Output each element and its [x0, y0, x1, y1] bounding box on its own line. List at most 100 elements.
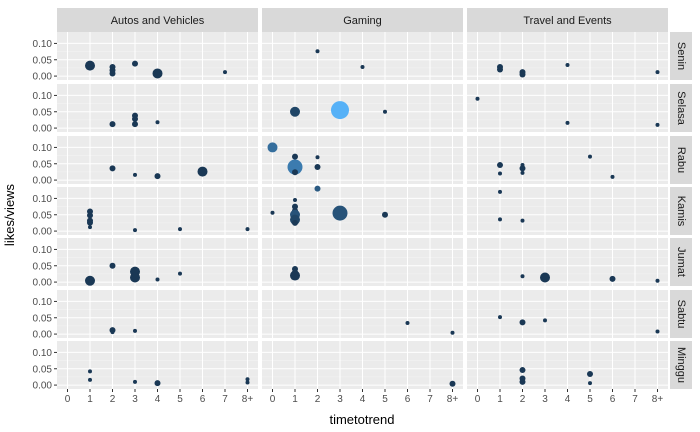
y-tick-label: 0.05 — [33, 55, 53, 66]
x-tick-label: 2 — [110, 394, 116, 405]
x-tick-label: 8+ — [652, 394, 664, 405]
row-strip-label: Rabu — [675, 147, 687, 173]
y-tick-label: 0.00 — [33, 72, 53, 83]
x-tick-label: 3 — [132, 394, 138, 405]
data-point — [655, 70, 660, 75]
y-tick-label: 0.10 — [33, 143, 53, 154]
data-point — [88, 377, 92, 382]
data-point — [133, 228, 137, 233]
data-point — [382, 211, 388, 218]
row-strip — [670, 238, 692, 286]
y-tick-label: 0.00 — [33, 381, 53, 392]
data-point — [587, 370, 593, 377]
x-tick-label: 7 — [632, 394, 638, 405]
data-point — [293, 198, 297, 203]
y-tick-label: 0.10 — [33, 91, 53, 102]
row-strip-label: Senin — [675, 42, 687, 70]
data-point — [610, 174, 615, 179]
data-point — [588, 154, 592, 159]
data-point — [292, 203, 298, 210]
data-point — [223, 70, 227, 75]
data-point — [315, 49, 320, 54]
data-point — [155, 277, 160, 282]
data-point — [655, 329, 660, 334]
data-point — [519, 165, 526, 172]
data-point — [520, 170, 525, 175]
data-point — [133, 379, 137, 384]
data-point — [292, 169, 298, 176]
row-strip — [670, 32, 692, 80]
x-tick-label: 6 — [610, 394, 616, 405]
data-point — [497, 162, 503, 169]
data-point — [383, 109, 387, 114]
x-tick-label: 4 — [565, 394, 571, 405]
data-point — [87, 219, 93, 226]
data-point — [314, 185, 321, 192]
x-tick-label: 0 — [475, 394, 481, 405]
data-point — [245, 227, 250, 232]
data-point — [290, 270, 300, 281]
data-point — [178, 227, 182, 232]
y-tick-label: 0.05 — [33, 107, 53, 118]
column-strip-label: Gaming — [343, 15, 382, 27]
data-point — [154, 71, 161, 78]
data-point — [519, 378, 526, 385]
data-point — [498, 217, 502, 222]
y-tick-label: 0.00 — [33, 124, 53, 135]
data-point — [109, 165, 116, 172]
data-point — [197, 166, 208, 177]
data-point — [85, 60, 95, 71]
data-point — [87, 212, 93, 219]
x-tick-label: 0 — [270, 394, 276, 405]
data-point — [498, 171, 502, 176]
x-tick-label: 6 — [405, 394, 411, 405]
data-point — [332, 205, 348, 221]
data-point — [498, 189, 502, 194]
data-point — [132, 115, 138, 122]
y-tick-label: 0.05 — [33, 210, 53, 221]
label-layer: Autos and Vehicles Gaming Travel and Event… — [33, 15, 688, 405]
data-point — [655, 278, 660, 283]
row-strip — [670, 136, 692, 184]
x-tick-label: 2 — [520, 394, 526, 405]
x-tick-label: 5 — [177, 394, 183, 405]
data-point — [520, 274, 525, 279]
column-strip — [467, 8, 668, 32]
x-tick-label: 1 — [497, 394, 503, 405]
x-tick-label: 8+ — [242, 394, 254, 405]
data-point — [154, 173, 161, 180]
data-point — [267, 142, 278, 153]
column-strip-label: Travel and Events — [523, 15, 612, 27]
data-point — [655, 122, 660, 127]
y-tick-label: 0.05 — [33, 159, 53, 170]
data-point — [109, 121, 116, 128]
data-point — [450, 330, 455, 335]
x-tick-label: 3 — [337, 394, 343, 405]
data-point — [405, 320, 410, 325]
data-point — [155, 120, 160, 125]
data-point — [292, 219, 298, 226]
data-point — [519, 319, 526, 326]
y-tick-label: 0.10 — [33, 245, 53, 256]
y-tick-label: 0.05 — [33, 261, 53, 272]
x-tick-label: 3 — [542, 394, 548, 405]
row-strip-label: Minggu — [675, 347, 687, 383]
data-point — [331, 101, 349, 120]
y-tick-label: 0.05 — [33, 364, 53, 375]
x-tick-label: 4 — [155, 394, 161, 405]
data-point — [314, 164, 321, 171]
data-point — [287, 159, 303, 175]
y-tick-label: 0.00 — [33, 278, 53, 289]
data-point — [498, 315, 502, 320]
points-layer — [85, 49, 660, 387]
panel-layer — [57, 8, 692, 389]
data-point — [132, 60, 138, 67]
x-tick-label: 7 — [222, 394, 228, 405]
row-strip — [670, 84, 692, 132]
data-point — [360, 64, 365, 69]
data-point — [588, 381, 592, 386]
y-tick-label: 0.05 — [33, 313, 53, 324]
x-tick-label: 0 — [65, 394, 71, 405]
row-strip — [670, 290, 692, 338]
